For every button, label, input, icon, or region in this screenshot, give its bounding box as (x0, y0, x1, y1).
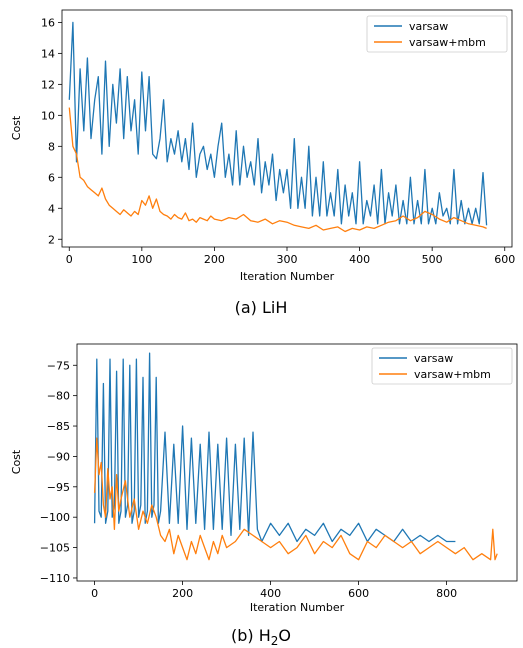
y-tick-label: 16 (41, 16, 55, 29)
y-tick-label: 12 (41, 78, 55, 91)
legend-label-varsaw: varsaw (414, 352, 453, 365)
y-tick-label: −95 (47, 481, 70, 494)
y-tick-label: −80 (47, 390, 70, 403)
caption-b-tail: O (278, 626, 291, 645)
x-tick-label: 100 (131, 253, 152, 266)
caption-b-prefix: (b) (231, 626, 259, 645)
caption-b: (b) H2O (231, 626, 291, 648)
legend: varsaw varsaw+mbm (371, 347, 513, 385)
y-tick-label: −100 (40, 511, 70, 524)
caption-b-main: H (259, 626, 271, 645)
x-tick-label: 200 (172, 587, 193, 600)
x-tick-label: 500 (422, 253, 443, 266)
legend-label-varsaw-mbm: varsaw+mbm (409, 36, 486, 49)
x-tick-label: 0 (66, 253, 73, 266)
axis-ticks: 0 100 200 300 400 500 600 2 4 6 8 10 12 14 16 (41, 16, 515, 266)
series-line-varsaw (93, 352, 456, 543)
x-tick-label: 400 (349, 253, 370, 266)
legend-label-varsaw-mbm: varsaw+mbm (414, 368, 491, 381)
x-tick-label: 800 (436, 587, 457, 600)
series-group (93, 352, 498, 561)
y-tick-label: −105 (40, 542, 70, 555)
y-tick-label: −90 (47, 450, 70, 463)
plot-frame (76, 343, 518, 582)
x-tick-label: 0 (91, 587, 98, 600)
series-line-varsaw-mbm (93, 437, 498, 561)
caption-b-subscript: 2 (271, 634, 279, 648)
legend-label-varsaw: varsaw (409, 20, 448, 33)
y-tick-label: 14 (41, 47, 55, 60)
y-tick-label: −110 (40, 572, 70, 585)
legend: varsaw varsaw+mbm (366, 15, 508, 53)
x-axis-label: Iteration Number (240, 270, 335, 283)
x-tick-label: 600 (494, 253, 515, 266)
legend-box (371, 347, 513, 385)
chart-panel-h2o: 0 200 400 600 800 −75 −80 −85 −90 −95 −100 −105 −110… (10, 343, 518, 648)
axis-ticks: 0 200 400 600 800 −75 −80 −85 −90 −95 −100 −105 −110 (40, 359, 457, 600)
x-axis-label: Iteration Number (250, 601, 345, 614)
series-line-varsaw (68, 21, 488, 226)
y-tick-label: 6 (48, 171, 55, 184)
x-tick-label: 200 (204, 253, 225, 266)
y-tick-label: 2 (48, 233, 55, 246)
series-group (68, 21, 488, 233)
y-tick-label: 10 (41, 109, 55, 122)
y-axis-label: Cost (10, 449, 23, 474)
series-line-varsaw-mbm (68, 107, 487, 233)
x-tick-label: 400 (260, 587, 281, 600)
caption-a: (a) LiH (235, 298, 288, 317)
legend-box (366, 15, 508, 53)
chart-panel-lih: 0 100 200 300 400 500 600 2 4 6 8 10 12 14 16 Iteratio… (10, 9, 515, 317)
x-tick-label: 600 (348, 587, 369, 600)
x-tick-label: 300 (277, 253, 298, 266)
y-tick-label: 8 (48, 140, 55, 153)
y-tick-label: −85 (47, 420, 70, 433)
y-tick-label: −75 (47, 359, 70, 372)
y-tick-label: 4 (48, 202, 55, 215)
y-axis-label: Cost (10, 115, 23, 140)
